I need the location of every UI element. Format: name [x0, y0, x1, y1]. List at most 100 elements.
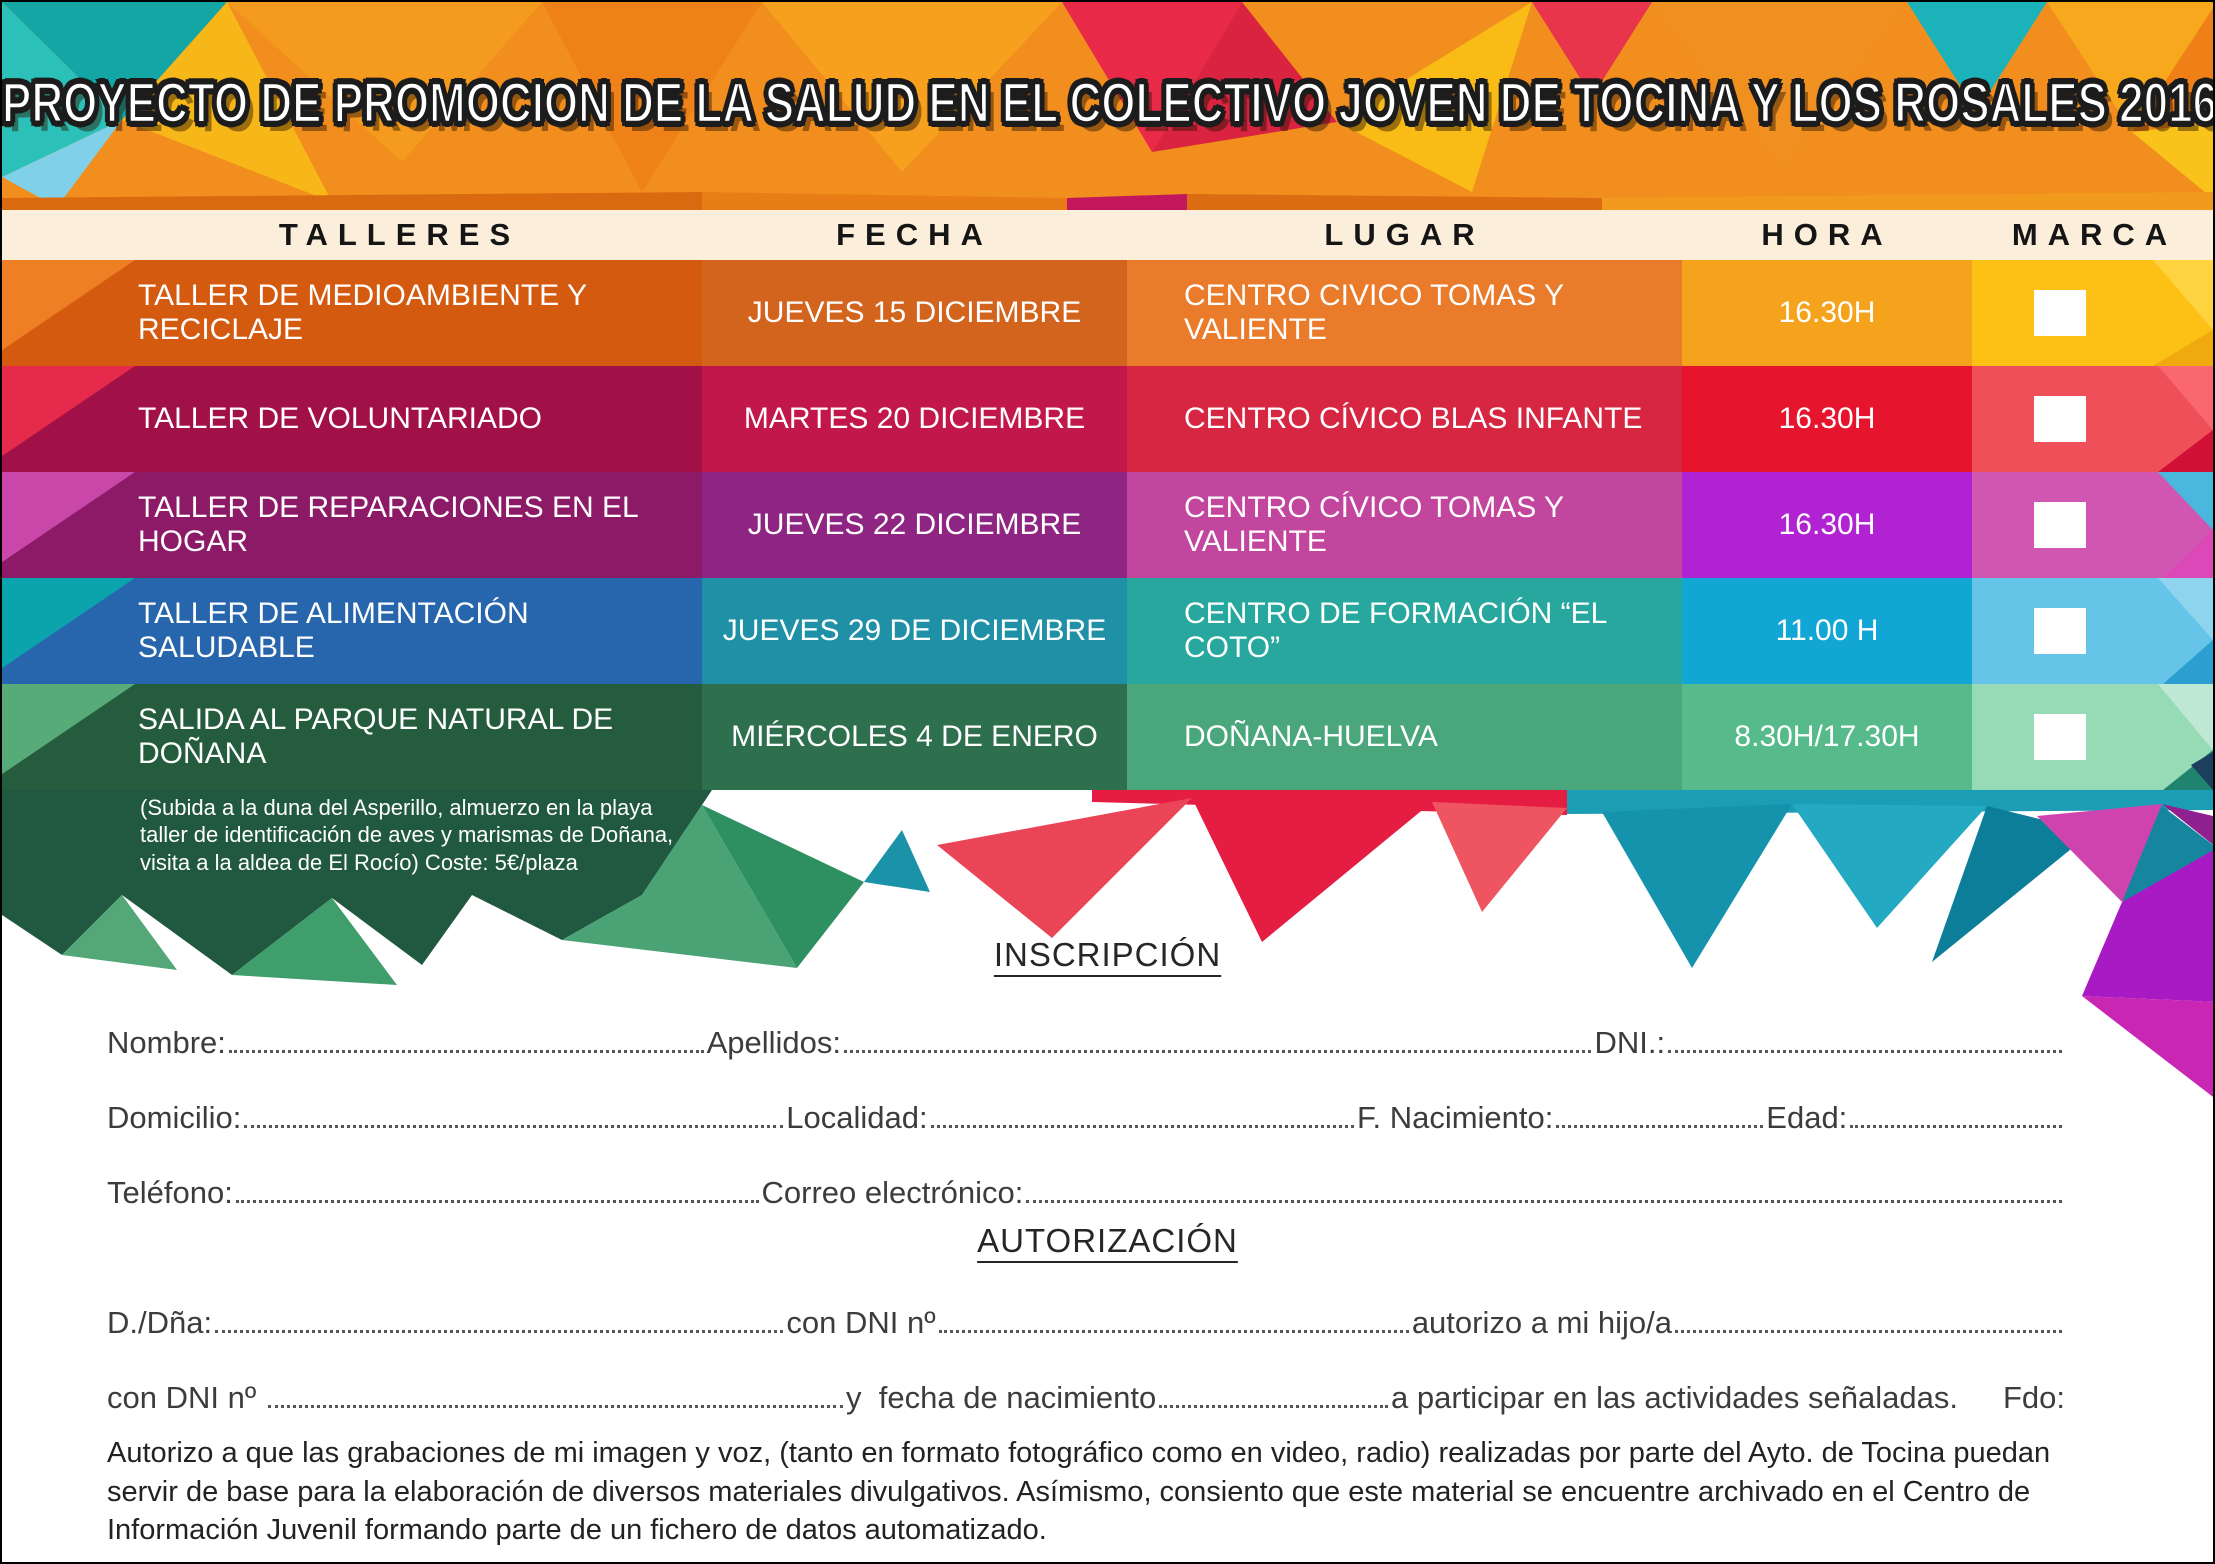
autorizacion-heading: AUTORIZACIÓN	[977, 1222, 1238, 1259]
marca-checkbox[interactable]	[2033, 714, 2086, 760]
marca-cell	[1972, 366, 2213, 472]
dotted-input-line[interactable]	[244, 1125, 784, 1128]
header-fecha: FECHA	[836, 217, 993, 252]
marca-cell	[1972, 260, 2213, 366]
taller-cell: TALLER DE REPARACIONES EN EL HOGAR	[2, 472, 702, 578]
lugar-cell: CENTRO CIVICO TOMAS Y VALIENTE	[1127, 260, 1682, 366]
table-row: TALLER DE REPARACIONES EN EL HOGAR JUEVE…	[2, 472, 2213, 578]
hora-label: 16.30H	[1778, 296, 1876, 329]
taller-cell: TALLER DE ALIMENTACIÓN SALUDABLE	[2, 578, 702, 684]
fecha-cell: JUEVES 29 DE DICIEMBRE	[702, 578, 1127, 684]
workshops-table: TALLER DE MEDIOAMBIENTE Y RECICLAJE JUEV…	[2, 260, 2213, 790]
field-label: Domicilio:	[107, 1100, 242, 1136]
header-marca: MARCA	[2011, 217, 2178, 252]
marca-checkbox[interactable]	[2033, 608, 2086, 654]
marca-cell	[1972, 578, 2213, 684]
header-talleres: TALLERES	[278, 217, 521, 252]
lugar-cell: CENTRO DE FORMACIÓN “EL COTO”	[1127, 578, 1682, 684]
lugar-cell: CENTRO CÍVICO BLAS INFANTE	[1127, 366, 1682, 472]
field-label: Correo electrónico:	[761, 1175, 1024, 1211]
field-label: a participar en las actividades señalada…	[1391, 1380, 1958, 1416]
header-lugar: LUGAR	[1324, 217, 1485, 252]
form-line-tutor: D./Dña: con DNI nº autorizo a mi hijo/a	[107, 1292, 2065, 1340]
field-label: F. Nacimiento:	[1356, 1100, 1554, 1136]
lugar-cell: DOÑANA-HUELVA	[1127, 684, 1682, 790]
field-label: con DNI nº	[107, 1380, 265, 1416]
fecha-cell: JUEVES 15 DICIEMBRE	[702, 260, 1127, 366]
hora-cell: 16.30H	[1682, 472, 1972, 578]
lugar-label: CENTRO CÍVICO BLAS INFANTE	[1184, 402, 1643, 435]
hora-cell: 16.30H	[1682, 366, 1972, 472]
inscripcion-heading: INSCRIPCIÓN	[993, 936, 1222, 973]
dotted-input-line[interactable]	[1668, 1050, 2062, 1053]
lugar-label: CENTRO DE FORMACIÓN “EL COTO”	[1184, 597, 1607, 664]
dotted-input-line[interactable]	[1675, 1330, 2062, 1333]
hora-cell: 11.00 H	[1682, 578, 1972, 684]
taller-cell: TALLER DE MEDIOAMBIENTE Y RECICLAJE	[2, 260, 702, 366]
table-header-row: TALLERES FECHA LUGAR HORA MARCA	[2, 210, 2213, 260]
image-rights-disclaimer: Autorizo a que las grabaciones de mi ima…	[107, 1437, 2051, 1547]
field-label: Localidad:	[786, 1100, 928, 1136]
dotted-input-line[interactable]	[235, 1200, 759, 1203]
header-hora: HORA	[1761, 217, 1893, 252]
taller-cell: SALIDA AL PARQUE NATURAL DE DOÑANA	[2, 684, 702, 790]
lugar-label: DOÑANA-HUELVA	[1184, 720, 1438, 753]
dotted-input-line[interactable]	[1159, 1405, 1389, 1408]
field-label: autorizo a mi hijo/a	[1411, 1305, 1672, 1341]
form-line-domicilio: Domicilio: Localidad: F. Nacimiento: Edad:	[107, 1087, 2065, 1135]
field-label: con DNI nº	[786, 1305, 936, 1341]
taller-label: TALLER DE REPARACIONES EN EL HOGAR	[138, 491, 638, 558]
hora-label: 8.30H/17.30H	[1734, 720, 1920, 753]
dotted-input-line[interactable]	[938, 1330, 1409, 1333]
fecha-label: MARTES 20 DICIEMBRE	[743, 402, 1086, 435]
form-line-nombre: Nombre: Apellidos: DNI.:	[107, 1012, 2065, 1060]
marca-checkbox[interactable]	[2033, 502, 2086, 548]
hora-cell: 16.30H	[1682, 260, 1972, 366]
dotted-input-line[interactable]	[1026, 1200, 2062, 1203]
fecha-cell: JUEVES 22 DICIEMBRE	[702, 472, 1127, 578]
field-label: D./Dña:	[107, 1305, 213, 1341]
banner: PROYECTO DE PROMOCION DE LA SALUD EN EL …	[2, 2, 2215, 218]
hora-label: 11.00 H	[1775, 614, 1879, 647]
table-row: SALIDA AL PARQUE NATURAL DE DOÑANA MIÉRC…	[2, 684, 2213, 790]
table-row: TALLER DE MEDIOAMBIENTE Y RECICLAJE JUEV…	[2, 260, 2213, 366]
hora-label: 16.30H	[1778, 402, 1876, 435]
field-label: Fdo:	[2002, 1380, 2065, 1416]
marca-checkbox[interactable]	[2033, 396, 2086, 442]
fecha-label: JUEVES 29 DE DICIEMBRE	[722, 614, 1107, 647]
hora-cell: 8.30H/17.30H	[1682, 684, 1972, 790]
field-label: Edad:	[1766, 1100, 1848, 1136]
field-label: Nombre:	[107, 1025, 226, 1061]
marca-cell	[1972, 684, 2213, 790]
marca-checkbox[interactable]	[2033, 290, 2086, 336]
field-label: DNI.:	[1594, 1025, 1666, 1061]
page-title: PROYECTO DE PROMOCION DE LA SALUD EN EL …	[2, 71, 2215, 136]
dotted-input-line[interactable]	[1556, 1125, 1764, 1128]
fecha-label: JUEVES 15 DICIEMBRE	[747, 296, 1082, 329]
field-label: Apellidos:	[706, 1025, 842, 1061]
lugar-cell: CENTRO CÍVICO TOMAS Y VALIENTE	[1127, 472, 1682, 578]
fecha-label: JUEVES 22 DICIEMBRE	[747, 508, 1082, 541]
dotted-input-line[interactable]	[844, 1050, 1592, 1053]
form-line-menor: con DNI nº y fecha de nacimiento a partic…	[107, 1367, 2065, 1415]
dotted-input-line[interactable]	[1850, 1125, 2062, 1128]
field-label: y fecha de nacimiento	[846, 1380, 1157, 1416]
dotted-input-line[interactable]	[228, 1050, 704, 1053]
dotted-input-line[interactable]	[930, 1125, 1354, 1128]
marca-cell	[1972, 472, 2213, 578]
taller-label: TALLER DE ALIMENTACIÓN SALUDABLE	[138, 597, 529, 664]
taller-label: SALIDA AL PARQUE NATURAL DE DOÑANA	[138, 703, 614, 770]
table-row: TALLER DE ALIMENTACIÓN SALUDABLE JUEVES …	[2, 578, 2213, 684]
hora-label: 16.30H	[1778, 508, 1876, 541]
field-label: Teléfono:	[107, 1175, 233, 1211]
dotted-input-line[interactable]	[215, 1330, 784, 1333]
form-line-telefono: Teléfono: Correo electrónico:	[107, 1162, 2065, 1210]
donana-trip-note: (Subida a la duna del Asperillo, almuerz…	[140, 795, 674, 875]
table-row: TALLER DE VOLUNTARIADO MARTES 20 DICIEMB…	[2, 366, 2213, 472]
taller-cell: TALLER DE VOLUNTARIADO	[2, 366, 702, 472]
taller-label: TALLER DE VOLUNTARIADO	[138, 402, 542, 435]
fecha-label: MIÉRCOLES 4 DE ENERO	[731, 720, 1098, 753]
lugar-label: CENTRO CÍVICO TOMAS Y VALIENTE	[1184, 491, 1564, 558]
dotted-input-line[interactable]	[267, 1405, 844, 1408]
